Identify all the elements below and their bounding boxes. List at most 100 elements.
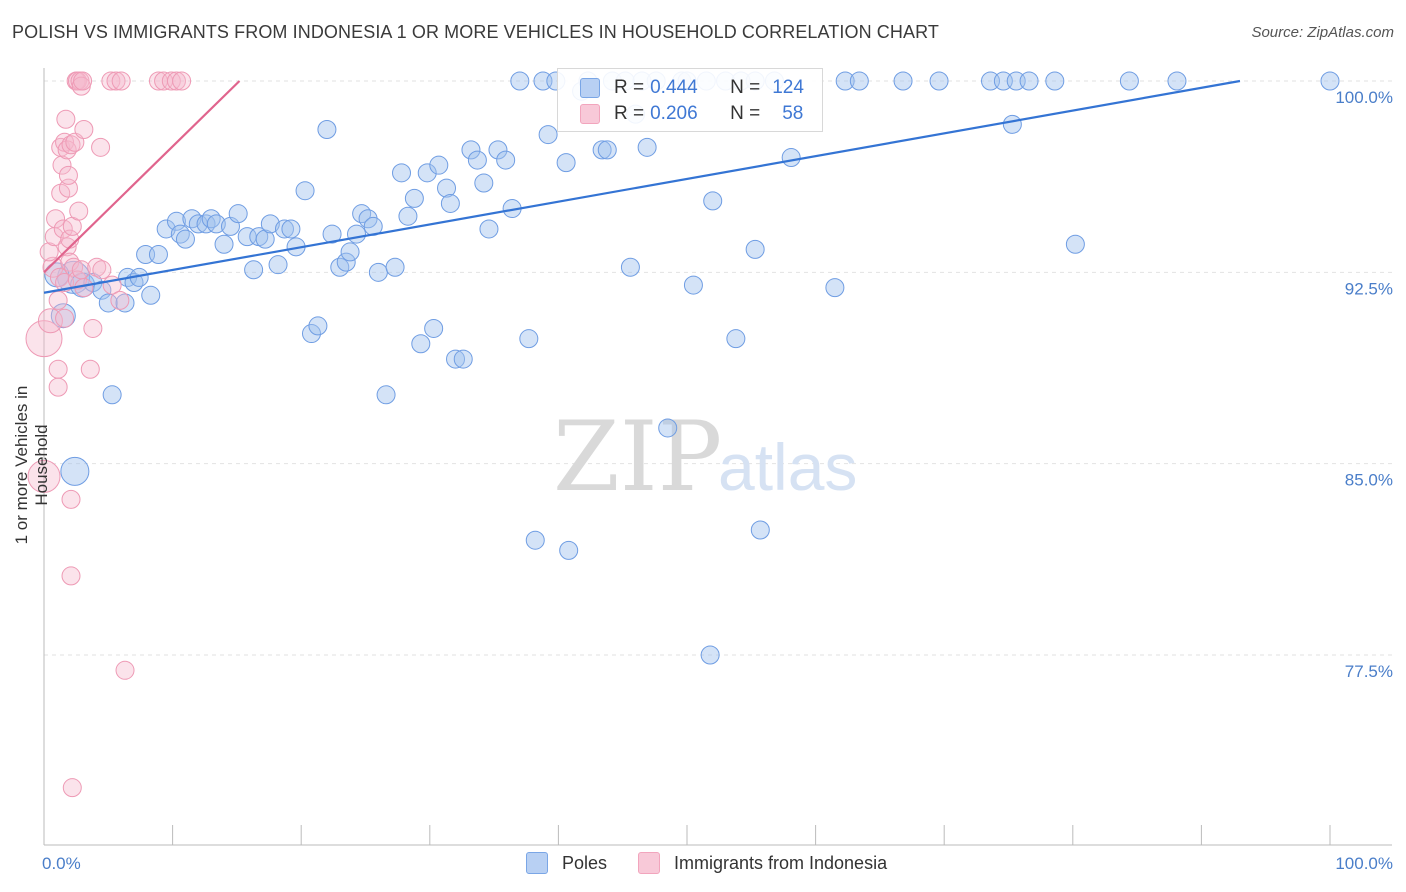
poles-point bbox=[228, 204, 248, 224]
legend-r-label: R = bbox=[614, 77, 645, 98]
legend-swatch-poles bbox=[580, 78, 600, 98]
poles-point bbox=[214, 234, 234, 254]
y-tick-label: 77.5% bbox=[1345, 662, 1393, 681]
legend-item-indonesia[interactable]: Immigrants from Indonesia bbox=[638, 852, 887, 874]
poles-point bbox=[376, 385, 396, 405]
legend-label-poles: Poles bbox=[562, 852, 608, 873]
trend-lines bbox=[43, 79, 1241, 294]
legend-r-value: 0.206 bbox=[650, 103, 698, 124]
poles-point bbox=[1119, 71, 1139, 91]
poles-point bbox=[658, 418, 678, 438]
poles-point bbox=[424, 318, 444, 338]
poles-point bbox=[340, 242, 360, 262]
indonesia-point bbox=[46, 209, 66, 229]
poles-point bbox=[330, 257, 350, 277]
poles-point bbox=[1167, 71, 1187, 91]
poles-point bbox=[1002, 114, 1022, 134]
poles-point bbox=[825, 278, 845, 298]
poles-point bbox=[893, 71, 913, 91]
indonesia-point bbox=[74, 119, 94, 139]
indonesia-point bbox=[61, 489, 81, 509]
poles-point bbox=[597, 140, 617, 160]
indonesia-point bbox=[73, 71, 93, 91]
poles-point bbox=[102, 385, 122, 405]
poles-point bbox=[385, 257, 405, 277]
indonesia-point bbox=[87, 257, 107, 277]
indonesia-point bbox=[69, 201, 89, 221]
poles-point bbox=[392, 163, 412, 183]
x-tick-label: 0.0% bbox=[42, 854, 81, 873]
poles-point bbox=[849, 71, 869, 91]
poles-point bbox=[525, 530, 545, 550]
poles-point bbox=[368, 262, 388, 282]
y-tick-label: 92.5% bbox=[1345, 279, 1393, 298]
grid-lines bbox=[44, 80, 1392, 656]
poles-point bbox=[274, 219, 294, 239]
indonesia-point bbox=[91, 137, 111, 157]
legend-label-indonesia: Immigrants from Indonesia bbox=[674, 852, 888, 873]
watermark-atlas: atlas bbox=[718, 430, 857, 504]
indonesia-point bbox=[56, 109, 76, 129]
poles-point bbox=[559, 540, 579, 560]
legend-n-value: 58 bbox=[782, 103, 804, 124]
poles-point bbox=[488, 140, 508, 160]
poles-point bbox=[196, 214, 216, 234]
poles-point bbox=[437, 178, 457, 198]
poles-point bbox=[620, 257, 640, 277]
poles-point bbox=[453, 349, 473, 369]
legend-swatch-poles bbox=[526, 852, 548, 874]
watermark: ZIP atlas bbox=[553, 401, 857, 513]
legend-swatch-indonesia bbox=[580, 104, 600, 124]
poles-point bbox=[835, 71, 855, 91]
indonesia-point bbox=[57, 140, 77, 160]
indonesia-point bbox=[64, 257, 84, 277]
poles-point bbox=[115, 293, 135, 313]
poles-point bbox=[1320, 71, 1340, 91]
poles-point bbox=[170, 224, 190, 244]
chart-title: POLISH VS IMMIGRANTS FROM INDONESIA 1 OR… bbox=[12, 22, 939, 42]
source-label: Source: ZipAtlas.com bbox=[1251, 24, 1394, 41]
poles-trend-line bbox=[43, 79, 1241, 294]
indonesia-point bbox=[92, 260, 112, 280]
poles-point bbox=[98, 293, 118, 313]
poles-point bbox=[398, 206, 418, 226]
legend-item-poles[interactable]: Poles bbox=[526, 852, 607, 874]
poles-point bbox=[1045, 71, 1065, 91]
poles-point bbox=[1065, 234, 1085, 254]
poles-point bbox=[1019, 71, 1039, 91]
indonesia-point bbox=[166, 71, 186, 91]
indonesia-point bbox=[52, 155, 72, 175]
y-tick-label: 85.0% bbox=[1345, 471, 1393, 490]
indonesia-point bbox=[106, 71, 126, 91]
indonesia-point bbox=[110, 290, 130, 310]
poles-points bbox=[44, 71, 1340, 665]
indonesia-point bbox=[83, 318, 103, 338]
poles-point bbox=[141, 285, 161, 305]
poles-point bbox=[429, 155, 449, 175]
legend-n-label: N = bbox=[730, 103, 761, 124]
poles-point bbox=[60, 456, 90, 486]
poles-point bbox=[281, 219, 301, 239]
poles-point bbox=[592, 140, 612, 160]
poles-point bbox=[308, 316, 328, 336]
legend-r-label: R = bbox=[614, 103, 645, 124]
poles-point bbox=[440, 193, 460, 213]
poles-point bbox=[244, 260, 264, 280]
indonesia-point bbox=[27, 459, 61, 493]
indonesia-point bbox=[111, 71, 131, 91]
poles-point bbox=[781, 148, 801, 168]
poles-point bbox=[556, 153, 576, 173]
poles-point bbox=[538, 125, 558, 145]
poles-point bbox=[496, 150, 516, 170]
legend-n-value: 124 bbox=[772, 77, 804, 98]
indonesia-points bbox=[25, 71, 192, 798]
indonesia-point bbox=[115, 660, 135, 680]
poles-point bbox=[750, 520, 770, 540]
y-tick-labels: 77.5% 85.0% 92.5% 100.0% bbox=[1335, 88, 1393, 681]
indonesia-point bbox=[48, 290, 68, 310]
poles-point bbox=[411, 334, 431, 354]
indonesia-point bbox=[67, 270, 87, 290]
poles-point bbox=[175, 229, 195, 249]
poles-point bbox=[446, 349, 466, 369]
